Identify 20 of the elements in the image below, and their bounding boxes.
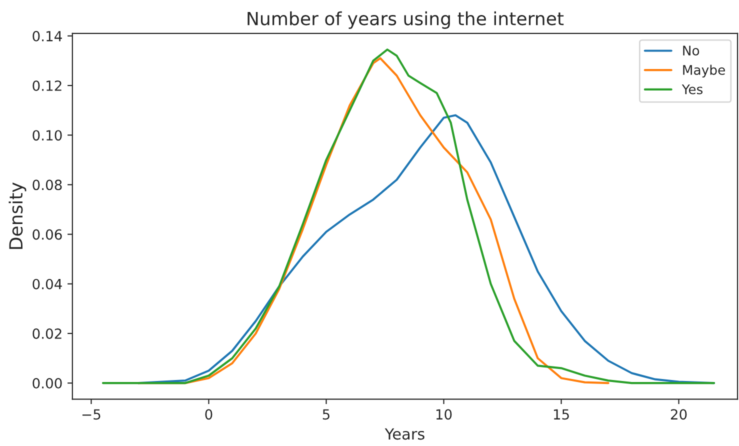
y-tick-label: 0.12 (32, 80, 62, 91)
legend-label: Yes (682, 84, 703, 94)
x-tick-label: 0 (205, 409, 212, 420)
y-axis-title: Density (8, 182, 26, 249)
x-tick-label: 15 (554, 409, 569, 420)
x-axis-title: Years (384, 428, 424, 440)
x-tick-label: 10 (436, 409, 452, 420)
legend-label: No (683, 46, 700, 56)
x-tick-label: −5 (82, 409, 100, 420)
y-tick-label: 0.14 (32, 30, 62, 42)
legend-label: Maybe (683, 64, 725, 78)
y-tick-label: 0.08 (32, 180, 62, 190)
chart-title: Number of years using the internet (248, 11, 564, 29)
y-tick-label: 0.10 (32, 130, 62, 141)
y-tick-label: 0.02 (32, 328, 62, 339)
y-tick-label: 0.06 (32, 229, 62, 240)
y-tick-label: 0.04 (32, 278, 62, 290)
x-tick-label: 5 (322, 409, 330, 420)
x-tick-label: 20 (670, 409, 687, 420)
y-tick-label: 0.00 (32, 378, 62, 389)
